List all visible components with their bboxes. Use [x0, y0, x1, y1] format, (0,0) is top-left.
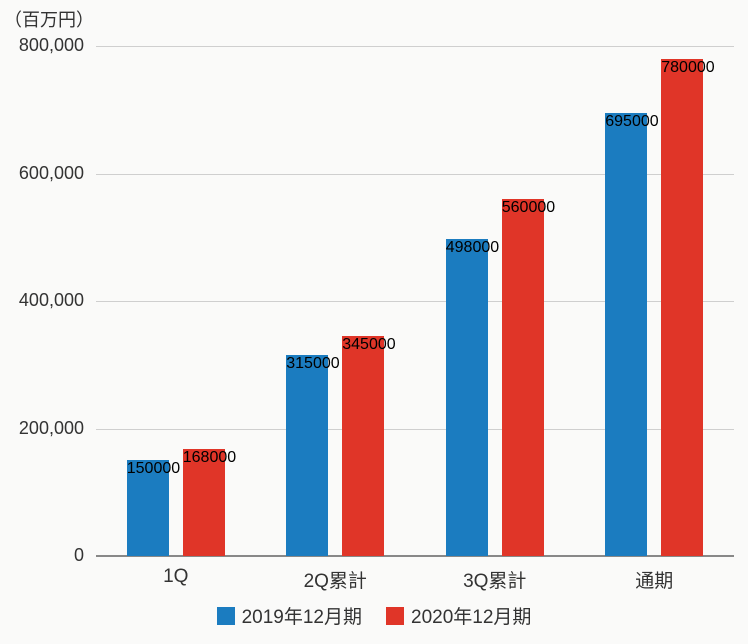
x-tick-label: 通期 [575, 566, 735, 593]
bar: 560000 [502, 199, 544, 556]
bar: 315000 [286, 355, 328, 556]
legend: 2019年12月期 2020年12月期 [0, 602, 748, 629]
y-tick-label: 200,000 [0, 418, 84, 439]
bar: 345000 [342, 336, 384, 556]
bar: 780000 [661, 59, 703, 556]
bar-chart: （百万円） 150000 168000 315000 345000 498000 56000… [0, 0, 748, 644]
legend-swatch [217, 607, 235, 625]
legend-label: 2019年12月期 [242, 602, 362, 629]
bar: 150000 [127, 460, 169, 556]
bar: 695000 [605, 113, 647, 556]
y-tick-label: 800,000 [0, 35, 84, 56]
plot-area: 150000 168000 315000 345000 498000 560000 6950… [96, 46, 734, 556]
x-tick-label: 3Q累計 [415, 566, 575, 593]
y-tick-label: 600,000 [0, 163, 84, 184]
legend-item: 2019年12月期 [217, 602, 362, 629]
legend-swatch [386, 607, 404, 625]
legend-item: 2020年12月期 [386, 602, 531, 629]
y-tick-label: 0 [0, 545, 84, 566]
bar: 168000 [183, 449, 225, 556]
y-tick-label: 400,000 [0, 290, 84, 311]
legend-label: 2020年12月期 [411, 602, 531, 629]
x-tick-label: 1Q [96, 566, 256, 588]
x-tick-label: 2Q累計 [256, 566, 416, 593]
gridline [96, 46, 734, 47]
y-axis-title: （百万円） [4, 6, 94, 32]
bar: 498000 [446, 239, 488, 556]
